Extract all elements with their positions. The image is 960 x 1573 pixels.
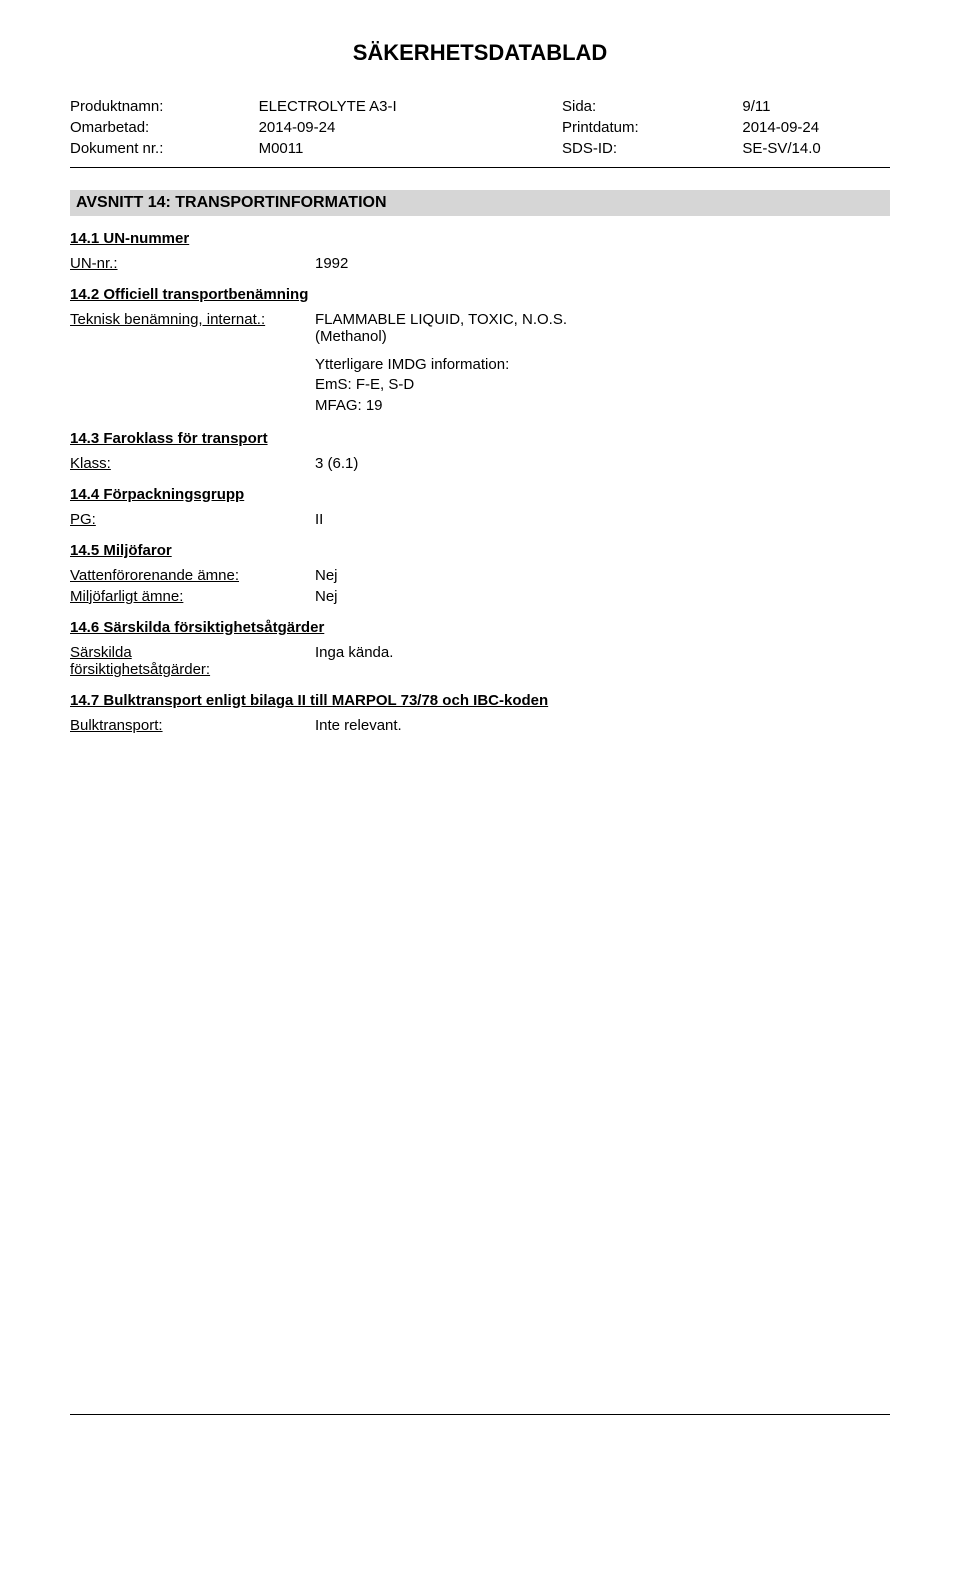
water-pollutant-value: Nej xyxy=(315,567,890,584)
class-value: 3 (6.1) xyxy=(315,455,890,472)
header-row-3: Dokument nr.: M0011 SDS-ID: SE-SV/14.0 xyxy=(70,138,890,159)
row-tech-name: Teknisk benämning, internat.: FLAMMABLE … xyxy=(70,311,890,345)
heading-14-7: 14.7 Bulktransport enligt bilaga II till… xyxy=(70,692,890,709)
tech-name-label: Teknisk benämning, internat.: xyxy=(70,311,315,345)
imdg-line1: Ytterligare IMDG information: xyxy=(315,356,509,373)
bulk-label: Bulktransport: xyxy=(70,717,315,734)
imdg-line3: MFAG: 19 xyxy=(315,397,383,414)
tech-name-line1: FLAMMABLE LIQUID, TOXIC, N.O.S. xyxy=(315,311,567,328)
row-water-pollutant: Vattenförorenande ämne: Nej xyxy=(70,567,890,584)
heading-14-1: 14.1 UN-nummer xyxy=(70,230,890,247)
header-row-1: Produktnamn: ELECTROLYTE A3-I Sida: 9/11 xyxy=(70,96,890,117)
pg-value: II xyxy=(315,511,890,528)
page: SÄKERHETSDATABLAD Produktnamn: ELECTROLY… xyxy=(0,0,960,1573)
header-divider xyxy=(70,167,890,168)
print-label: Printdatum: xyxy=(562,117,742,138)
tech-name-line2: (Methanol) xyxy=(315,328,387,345)
section-14-bar: AVSNITT 14: TRANSPORTINFORMATION xyxy=(70,190,890,216)
header-table: Produktnamn: ELECTROLYTE A3-I Sida: 9/11… xyxy=(70,96,890,159)
imdg-line2: EmS: F-E, S-D xyxy=(315,376,414,393)
env-hazard-label: Miljöfarligt ämne: xyxy=(70,588,315,605)
docnr-label: Dokument nr.: xyxy=(70,138,259,159)
print-value: 2014-09-24 xyxy=(742,117,890,138)
row-class: Klass: 3 (6.1) xyxy=(70,455,890,472)
heading-14-5: 14.5 Miljöfaror xyxy=(70,542,890,559)
page-label: Sida: xyxy=(562,96,742,117)
tech-name-value: FLAMMABLE LIQUID, TOXIC, N.O.S. (Methano… xyxy=(315,311,890,345)
sds-value: SE-SV/14.0 xyxy=(742,138,890,159)
row-un-nr: UN-nr.: 1992 xyxy=(70,255,890,272)
row-precautions: Särskilda försiktighetsåtgärder: Inga kä… xyxy=(70,644,890,678)
class-label: Klass: xyxy=(70,455,315,472)
pg-label: PG: xyxy=(70,511,315,528)
sds-label: SDS-ID: xyxy=(562,138,742,159)
page-value: 9/11 xyxy=(742,96,890,117)
precautions-label: Särskilda försiktighetsåtgärder: xyxy=(70,644,315,678)
heading-14-4: 14.4 Förpackningsgrupp xyxy=(70,486,890,503)
row-pg: PG: II xyxy=(70,511,890,528)
water-pollutant-label: Vattenförorenande ämne: xyxy=(70,567,315,584)
document-title: SÄKERHETSDATABLAD xyxy=(70,40,890,66)
imdg-block: Ytterligare IMDG information: EmS: F-E, … xyxy=(315,355,890,416)
header-row-2: Omarbetad: 2014-09-24 Printdatum: 2014-0… xyxy=(70,117,890,138)
un-nr-label: UN-nr.: xyxy=(70,255,315,272)
product-value: ELECTROLYTE A3-I xyxy=(259,96,562,117)
row-bulk: Bulktransport: Inte relevant. xyxy=(70,717,890,734)
un-nr-value: 1992 xyxy=(315,255,890,272)
heading-14-3: 14.3 Faroklass för transport xyxy=(70,430,890,447)
footer-divider xyxy=(70,1414,890,1415)
revised-value: 2014-09-24 xyxy=(259,117,562,138)
row-env-hazard: Miljöfarligt ämne: Nej xyxy=(70,588,890,605)
revised-label: Omarbetad: xyxy=(70,117,259,138)
product-label: Produktnamn: xyxy=(70,96,259,117)
heading-14-6: 14.6 Särskilda försiktighetsåtgärder xyxy=(70,619,890,636)
precautions-label-line2: försiktighetsåtgärder: xyxy=(70,661,210,678)
precautions-value: Inga kända. xyxy=(315,644,890,678)
docnr-value: M0011 xyxy=(259,138,562,159)
bulk-value: Inte relevant. xyxy=(315,717,890,734)
heading-14-2: 14.2 Officiell transportbenämning xyxy=(70,286,890,303)
precautions-label-line1: Särskilda xyxy=(70,644,132,661)
env-hazard-value: Nej xyxy=(315,588,890,605)
